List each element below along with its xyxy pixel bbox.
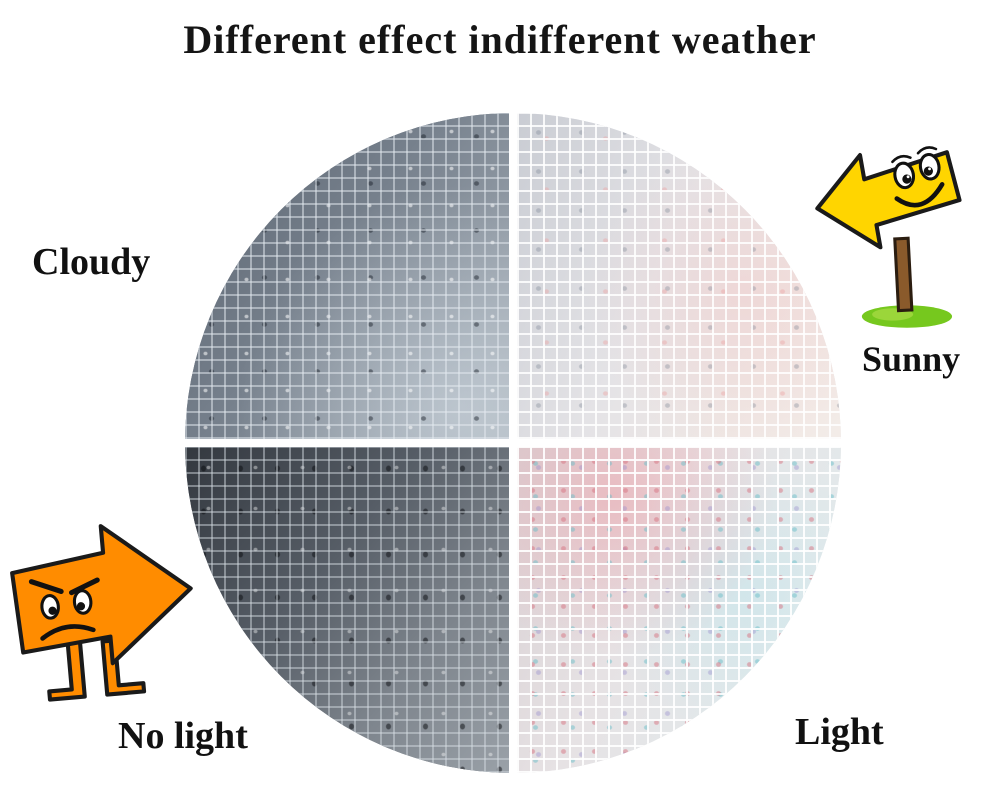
angry-brow xyxy=(68,577,100,596)
label-sunny: Sunny xyxy=(862,339,961,379)
angry-eye xyxy=(40,594,60,620)
label-cloudy: Cloudy xyxy=(32,241,151,283)
label-no-light: No light xyxy=(118,715,248,757)
quadrant-light xyxy=(517,447,841,773)
yellow-arrow xyxy=(815,146,962,250)
label-light: Light xyxy=(795,711,884,753)
orange-arrow xyxy=(10,524,193,702)
no-light-sign-icon xyxy=(10,524,193,702)
angry-eye xyxy=(72,589,93,615)
quadrant-cloudy xyxy=(185,113,509,439)
angry-brow xyxy=(28,579,64,595)
leg-left xyxy=(47,639,87,702)
sign-post xyxy=(893,236,914,313)
comparison-circle xyxy=(185,113,841,773)
quadrant-sunny xyxy=(517,113,841,439)
page-title: Different effect indifferent weather xyxy=(183,17,817,62)
frown-mouth xyxy=(40,624,96,641)
sunny-sign-icon xyxy=(815,146,962,328)
smile-mouth xyxy=(894,182,945,208)
